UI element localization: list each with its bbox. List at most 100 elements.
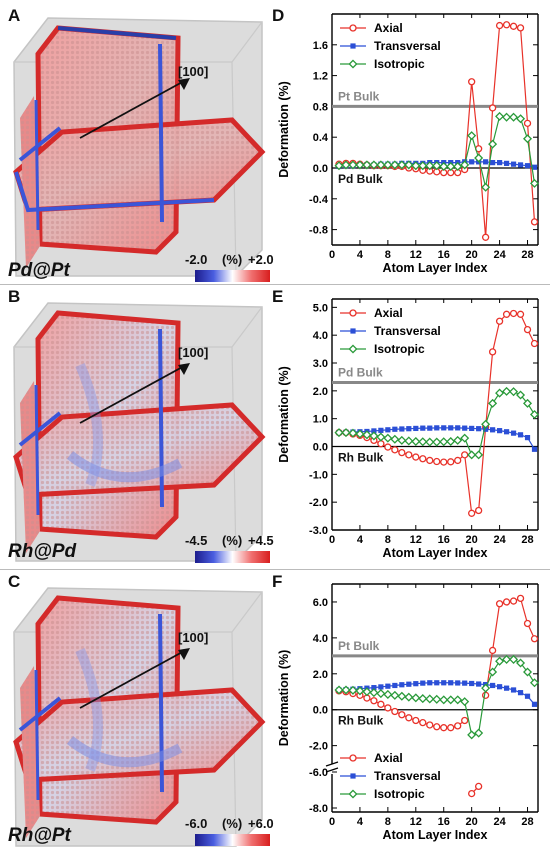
reference-label: Pt Bulk [338,639,380,653]
x-tick-label: 24 [493,816,506,828]
y-tick-label: -2.0 [309,741,328,753]
data-point [412,716,420,725]
y-tick-label: 0.0 [313,442,328,454]
data-point [510,687,517,693]
data-point [448,680,454,686]
data-point [390,690,400,700]
y-axis-label: Deformation (%) [277,366,291,463]
x-tick-label: 4 [357,534,364,546]
data-point [454,456,462,465]
legend-label: Isotropic [374,342,425,356]
deformation-chart-d: 0 4 8 12 16 20 24 28 -0.8 -0.4 0.0 0.4 0.8 1.2 1.6 Atom… [277,13,540,275]
data-point [531,701,538,707]
data-point [516,310,525,318]
data-point [440,724,448,732]
data-point [495,388,505,398]
data-point [362,430,372,440]
data-point [334,161,344,171]
deformation-chart-f: 0 4 8 12 16 20 24 28 -2.0 0.0 2.0 4.0 6.0 -6.0 -8.0 Ato… [277,583,540,842]
data-point [376,432,386,442]
data-point [399,682,405,688]
compressive-region [66,736,183,768]
x-tick-label: 28 [521,249,533,261]
data-point [418,161,428,171]
data-point [397,435,407,445]
legend-label: Isotropic [374,787,425,801]
x-axis-label: Atom Layer Index [383,546,488,560]
data-point [439,695,449,705]
data-point [488,667,498,677]
x-tick-label: 28 [521,816,533,828]
data-point [483,426,489,432]
data-point [495,600,504,608]
plate-edge [35,595,181,825]
data-point [378,684,384,690]
data-point [376,689,386,699]
data-point [523,667,533,677]
data-point [418,437,428,447]
data-point [460,160,470,170]
y-axis-label: Deformation (%) [277,81,291,178]
legend-label: Axial [374,306,403,320]
data-point [510,161,517,167]
x-tick-label: 24 [493,534,506,546]
colorbar-min-label: -2.0 [185,252,208,267]
y-axis-label: Deformation (%) [277,650,291,747]
data-point [467,131,477,141]
compressive-edge [57,26,177,40]
data-point [509,22,518,30]
data-point [467,450,477,460]
data-point [524,435,531,441]
data-point [397,160,407,170]
data-point [495,656,505,666]
direction-label: [100] [178,64,209,79]
data-point [377,700,385,708]
data-point [509,597,518,605]
data-point [496,160,503,166]
data-point [481,691,490,699]
x-axis-label: Atom Layer Index [383,261,488,275]
y-tick-label: 1.0 [313,414,328,426]
data-point [516,24,525,32]
material-label: Rh@Pd [8,541,77,562]
data-point [530,635,539,643]
data-point [495,317,504,325]
strain-colorbar [195,270,270,282]
data-point [447,724,455,732]
panel-row-rhpt: C [100] Rh@Pt -6.0 (%) +6.0 0 4 8 12 16 20 24 2… [0,570,550,853]
data-point [383,433,393,443]
x-tick-label: 12 [410,249,422,261]
compressive-edge [158,328,164,508]
data-point [517,432,524,438]
data-point [383,160,393,170]
data-point [425,437,435,447]
legend-label: Transversal [374,769,441,783]
data-point [529,409,540,420]
data-point [453,695,463,705]
data-point [524,163,531,169]
x-tick-label: 28 [521,534,533,546]
y-tick-label: -6.0 [309,767,328,779]
arrowhead [178,363,190,375]
data-point [355,429,365,439]
data-point [434,425,440,431]
x-tick-label: 20 [466,249,478,261]
data-point [509,654,519,664]
data-point [348,344,358,354]
data-point [474,782,483,791]
data-point [488,398,498,408]
x-tick-label: 4 [357,816,364,828]
data-point [510,430,517,436]
data-point [502,112,512,122]
data-point [468,509,476,517]
data-point [413,681,419,687]
data-point [404,436,414,446]
strain-plate-atoms [16,120,262,210]
x-tick-label: 8 [385,534,391,546]
data-point [483,159,489,165]
x-tick-label: 0 [329,816,335,828]
data-point [391,707,399,716]
data-point [439,161,449,171]
panel-row-rhpd: B [100] Rh@Pd -4.5 (%) +4.5 0 4 8 12 16 20 24 2… [0,285,550,568]
data-point [481,683,491,693]
